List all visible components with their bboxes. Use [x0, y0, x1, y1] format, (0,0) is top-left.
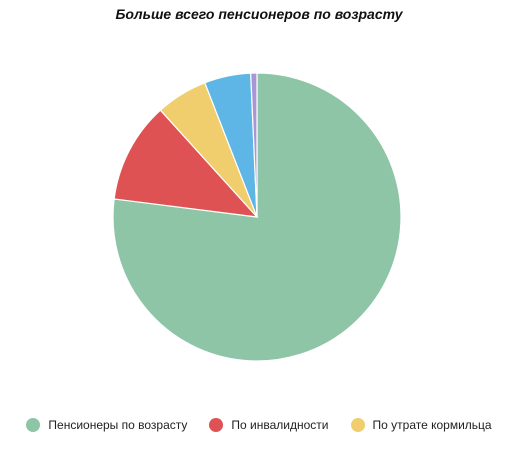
legend-marker-survivor — [350, 418, 365, 432]
legend-label-survivor: По утрате кормильца — [372, 418, 492, 432]
legend-label-age: Пенсионеры по возрасту — [48, 418, 188, 432]
legend-marker-disability — [209, 418, 224, 432]
legend-marker-age — [26, 418, 41, 432]
legend-item-disability[interactable]: По инвалидности — [209, 418, 329, 432]
legend-label-disability: По инвалидности — [231, 418, 329, 432]
pie-slice-4[interactable] — [250, 72, 258, 218]
chart-legend: Пенсионеры по возрасту По инвалидности П… — [0, 418, 518, 432]
pie-chart — [112, 72, 402, 362]
pie-slice-0[interactable] — [112, 72, 402, 362]
pie-slice-1[interactable] — [113, 109, 259, 218]
chart-title: Больше всего пенсионеров по возрасту — [115, 6, 403, 22]
legend-item-survivor[interactable]: По утрате кормильца — [350, 418, 492, 432]
legend-item-age[interactable]: Пенсионеры по возрасту — [26, 418, 187, 432]
